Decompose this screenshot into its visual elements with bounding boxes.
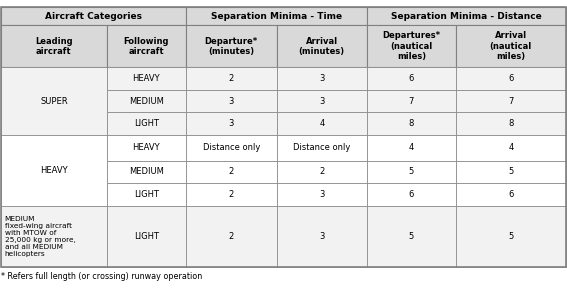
- Bar: [186, 206, 277, 267]
- Text: 6: 6: [508, 190, 514, 199]
- Text: 4: 4: [319, 119, 324, 128]
- Bar: [277, 183, 367, 206]
- Bar: [107, 90, 186, 112]
- Text: 3: 3: [229, 97, 234, 106]
- Bar: [186, 7, 367, 25]
- Text: 5: 5: [409, 232, 414, 241]
- Bar: [277, 206, 367, 267]
- Bar: [367, 112, 456, 135]
- Text: 3: 3: [319, 97, 324, 106]
- Bar: [367, 67, 456, 90]
- Text: HEAVY: HEAVY: [133, 143, 160, 152]
- Text: 3: 3: [319, 190, 324, 199]
- Bar: [277, 161, 367, 183]
- Bar: [367, 206, 456, 267]
- Text: Distance only: Distance only: [202, 143, 260, 152]
- Text: 7: 7: [508, 97, 514, 106]
- Bar: [367, 90, 456, 112]
- Bar: [186, 183, 277, 206]
- Text: SUPER: SUPER: [40, 97, 67, 106]
- Text: MEDIUM
fixed-wing aircraft
with MTOW of
25,000 kg or more,
and all MEDIUM
helico: MEDIUM fixed-wing aircraft with MTOW of …: [5, 216, 75, 257]
- Text: 4: 4: [508, 143, 514, 152]
- Text: Following
aircraft: Following aircraft: [124, 36, 169, 56]
- Text: LIGHT: LIGHT: [134, 190, 159, 199]
- Text: 2: 2: [229, 232, 234, 241]
- Text: 6: 6: [409, 74, 414, 83]
- Text: LIGHT: LIGHT: [134, 232, 159, 241]
- Bar: [456, 112, 566, 135]
- Text: 8: 8: [508, 119, 514, 128]
- Text: 2: 2: [229, 168, 234, 176]
- Bar: [277, 25, 367, 67]
- Text: 6: 6: [508, 74, 514, 83]
- Bar: [186, 161, 277, 183]
- Bar: [186, 25, 277, 67]
- Text: 5: 5: [409, 168, 414, 176]
- Text: 4: 4: [409, 143, 414, 152]
- Bar: [456, 161, 566, 183]
- Bar: [456, 135, 566, 161]
- Bar: [277, 67, 367, 90]
- Bar: [1, 25, 107, 67]
- Text: LIGHT: LIGHT: [134, 119, 159, 128]
- Bar: [186, 112, 277, 135]
- Bar: [367, 7, 566, 25]
- Bar: [367, 135, 456, 161]
- Bar: [107, 112, 186, 135]
- Text: 3: 3: [229, 119, 234, 128]
- Bar: [1, 135, 107, 206]
- Bar: [186, 90, 277, 112]
- Text: MEDIUM: MEDIUM: [129, 97, 164, 106]
- Bar: [367, 161, 456, 183]
- Bar: [456, 90, 566, 112]
- Text: * Refers full length (or crossing) runway operation: * Refers full length (or crossing) runwa…: [1, 272, 202, 281]
- Bar: [277, 90, 367, 112]
- Text: 6: 6: [409, 190, 414, 199]
- Bar: [1, 67, 107, 135]
- Text: Aircraft Categories: Aircraft Categories: [45, 12, 142, 21]
- Bar: [456, 25, 566, 67]
- Bar: [456, 183, 566, 206]
- Text: 2: 2: [229, 74, 234, 83]
- Bar: [1, 7, 566, 267]
- Bar: [186, 67, 277, 90]
- Bar: [277, 135, 367, 161]
- Text: 2: 2: [319, 168, 324, 176]
- Bar: [107, 161, 186, 183]
- Text: Separation Minima - Time: Separation Minima - Time: [211, 12, 342, 21]
- Bar: [107, 67, 186, 90]
- Text: Departure*
(minutes): Departure* (minutes): [205, 36, 258, 56]
- Bar: [107, 135, 186, 161]
- Text: 5: 5: [508, 168, 514, 176]
- Text: 2: 2: [229, 190, 234, 199]
- Bar: [367, 183, 456, 206]
- Bar: [1, 7, 186, 25]
- Bar: [107, 25, 186, 67]
- Text: 5: 5: [508, 232, 514, 241]
- Text: Arrival
(minutes): Arrival (minutes): [299, 36, 345, 56]
- Bar: [456, 67, 566, 90]
- Bar: [456, 206, 566, 267]
- Text: Distance only: Distance only: [293, 143, 350, 152]
- Text: 7: 7: [409, 97, 414, 106]
- Text: Leading
aircraft: Leading aircraft: [35, 36, 73, 56]
- Bar: [186, 135, 277, 161]
- Text: HEAVY: HEAVY: [133, 74, 160, 83]
- Bar: [367, 25, 456, 67]
- Text: HEAVY: HEAVY: [40, 166, 67, 175]
- Text: Arrival
(nautical
miles): Arrival (nautical miles): [490, 31, 532, 61]
- Bar: [107, 206, 186, 267]
- Text: Separation Minima - Distance: Separation Minima - Distance: [391, 12, 541, 21]
- Bar: [107, 183, 186, 206]
- Bar: [1, 206, 107, 267]
- Text: MEDIUM: MEDIUM: [129, 168, 164, 176]
- Text: 8: 8: [409, 119, 414, 128]
- Bar: [277, 112, 367, 135]
- Text: 3: 3: [319, 74, 324, 83]
- Text: 3: 3: [319, 232, 324, 241]
- Text: Departures*
(nautical
miles): Departures* (nautical miles): [382, 31, 441, 61]
